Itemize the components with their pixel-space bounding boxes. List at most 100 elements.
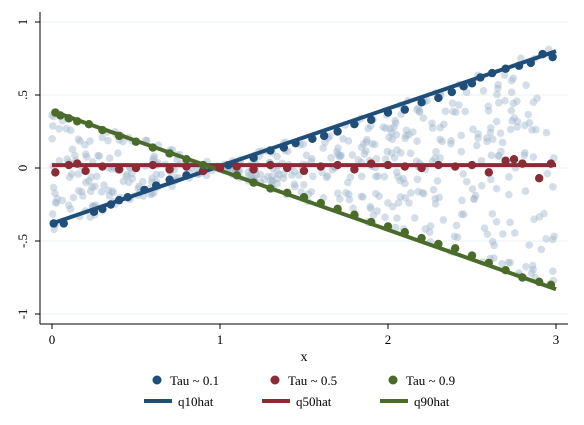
point-tau-0-5 (501, 156, 510, 165)
point-tau-0-5 (81, 166, 90, 176)
background-point (74, 170, 83, 178)
background-point (535, 213, 544, 221)
point-tau-0-9 (333, 204, 342, 214)
x-tick-label-2: 2 (385, 332, 392, 347)
point-tau-0-5 (249, 165, 258, 174)
background-point (506, 258, 514, 267)
point-tau-0-9 (467, 251, 477, 260)
point-tau-0-1 (308, 134, 317, 143)
background-point (494, 98, 503, 107)
background-point (457, 210, 466, 219)
background-point (549, 183, 557, 191)
background-point (525, 241, 534, 249)
background-point (360, 150, 369, 158)
point-tau-0-1 (383, 108, 393, 117)
background-point (48, 135, 56, 143)
point-tau-0-5 (73, 159, 82, 168)
background-point (148, 174, 156, 183)
background-point (393, 214, 401, 222)
point-tau-0-9 (266, 184, 275, 193)
background-point (372, 189, 380, 198)
point-tau-0-1 (279, 143, 289, 152)
background-point (453, 233, 462, 242)
point-tau-0-9 (383, 222, 393, 231)
background-point (81, 141, 89, 149)
background-point (409, 128, 417, 136)
point-tau-0-1 (140, 185, 149, 195)
background-point (372, 172, 380, 181)
point-tau-0-5 (535, 174, 544, 183)
background-point (487, 151, 496, 160)
background-point (389, 202, 397, 211)
background-point (414, 187, 422, 196)
background-point (402, 131, 410, 140)
background-point (497, 147, 505, 156)
legend-label-1: Tau ~ 0.5 (288, 373, 337, 388)
background-point (264, 172, 272, 181)
y-tick-label-3: .5 (15, 90, 30, 100)
background-point (543, 169, 552, 178)
background-point (540, 209, 548, 218)
background-point (520, 151, 529, 160)
background-point (348, 151, 357, 159)
background-point (104, 136, 112, 145)
background-point (52, 199, 61, 207)
background-point (401, 179, 409, 188)
background-point (157, 170, 166, 179)
background-point (387, 129, 396, 137)
background-point (406, 149, 415, 158)
background-point (366, 204, 375, 213)
point-tau-0-9 (434, 239, 443, 249)
background-point (506, 218, 514, 227)
background-point (273, 179, 281, 188)
background-point (307, 188, 316, 196)
background-point (431, 200, 440, 208)
background-point (470, 195, 478, 204)
background-point (71, 151, 79, 160)
point-tau-0-9 (165, 149, 174, 158)
background-point (345, 195, 354, 204)
background-point (496, 129, 505, 137)
background-point (125, 178, 133, 187)
background-point (392, 168, 401, 177)
background-point (506, 125, 515, 134)
background-point (505, 173, 513, 181)
background-point (436, 154, 444, 162)
series-layer (49, 49, 557, 292)
point-tau-0-1 (487, 68, 497, 78)
background-point (92, 172, 101, 181)
background-point (490, 254, 498, 263)
point-tau-0-5 (115, 165, 124, 174)
background-point (458, 196, 466, 205)
background-point (150, 154, 158, 163)
background-point (457, 147, 465, 156)
background-point (521, 148, 529, 157)
background-point (461, 107, 469, 116)
background-point (421, 225, 430, 233)
point-tau-0-5 (199, 166, 208, 176)
point-tau-0-9 (518, 273, 527, 282)
background-point (372, 155, 381, 163)
point-tau-0-1 (514, 61, 524, 70)
background-point (69, 193, 78, 202)
background-point (362, 138, 371, 146)
background-point (479, 87, 488, 95)
background-point (483, 230, 492, 239)
background-point (462, 177, 471, 186)
point-tau-0-5 (182, 162, 191, 171)
point-tau-0-5 (51, 168, 60, 177)
background-point (484, 102, 492, 111)
series-points (49, 49, 557, 289)
y-tick-label-1: -.5 (15, 234, 30, 248)
background-point (402, 126, 411, 135)
background-point (474, 130, 483, 138)
background-point (477, 181, 486, 190)
background-point (459, 170, 468, 178)
point-tau-0-5 (350, 165, 359, 174)
background-point (511, 229, 519, 237)
background-point (457, 131, 465, 140)
point-tau-0-9 (64, 114, 74, 123)
background-point (300, 180, 308, 189)
background-point (339, 134, 347, 143)
